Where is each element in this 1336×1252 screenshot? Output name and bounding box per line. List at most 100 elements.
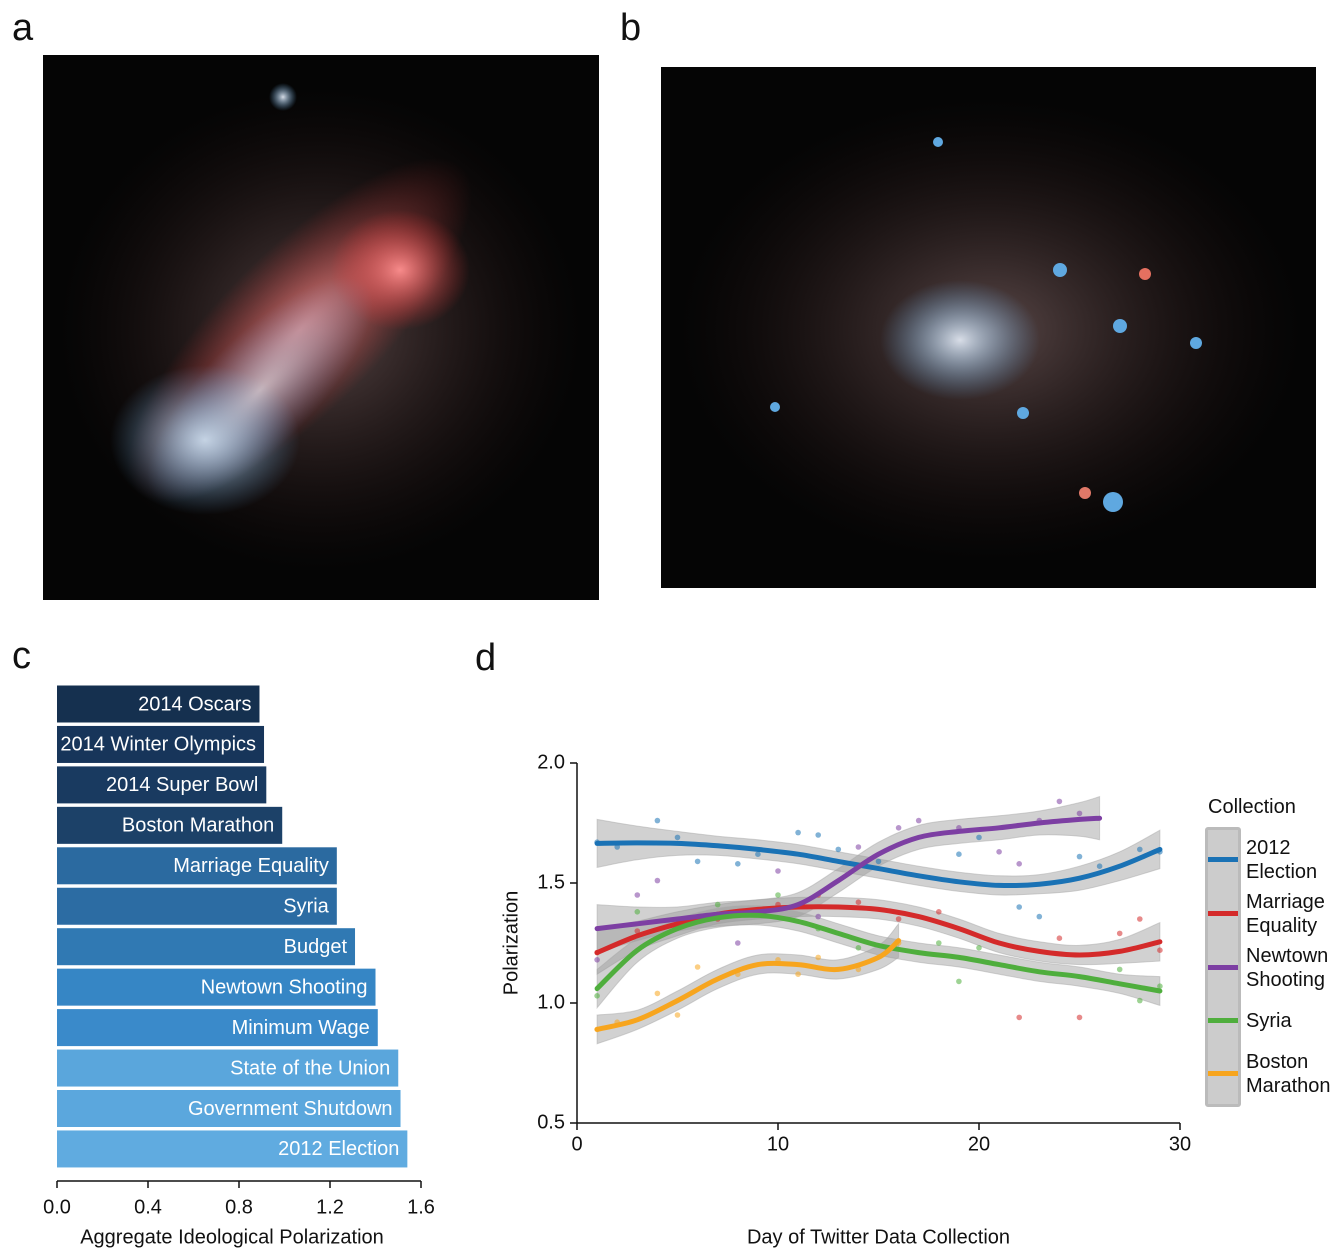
data-point bbox=[1137, 997, 1143, 1004]
legend-swatch bbox=[1208, 837, 1238, 883]
data-point bbox=[735, 861, 741, 867]
x-tick-label: 1.6 bbox=[407, 1196, 435, 1218]
x-tick-label: 10 bbox=[767, 1133, 789, 1155]
data-point bbox=[956, 851, 962, 857]
network-image-b bbox=[661, 67, 1316, 588]
data-point bbox=[1076, 1014, 1083, 1021]
data-point bbox=[855, 899, 862, 905]
data-point bbox=[1116, 966, 1123, 973]
legend-label: Newtown Shooting bbox=[1246, 945, 1329, 991]
data-point bbox=[956, 978, 962, 985]
x-tick-label: 0.0 bbox=[43, 1196, 71, 1218]
y-axis-label: Polarization bbox=[500, 891, 522, 996]
bar bbox=[57, 725, 265, 763]
legend-swatch bbox=[1208, 945, 1238, 991]
x-tick-label: 20 bbox=[968, 1133, 990, 1155]
bar-label: State of the Union bbox=[230, 1057, 390, 1079]
panel-label: b bbox=[620, 7, 641, 49]
legend-entry: Syria bbox=[1208, 998, 1336, 1044]
data-point bbox=[694, 964, 701, 970]
data-point bbox=[594, 957, 600, 963]
data-point bbox=[654, 817, 661, 824]
data-point bbox=[775, 868, 781, 874]
panel-label: c bbox=[12, 635, 31, 677]
data-point bbox=[674, 834, 681, 841]
confidence-band bbox=[596, 922, 900, 1045]
bar bbox=[57, 1130, 408, 1168]
data-point bbox=[634, 928, 641, 934]
network-image-a bbox=[43, 55, 599, 600]
legend-box: 2012 Election Marriage Equality Newtown Sh… bbox=[1205, 827, 1331, 1107]
bar-label: 2014 Oscars bbox=[138, 693, 251, 715]
data-point bbox=[1076, 810, 1083, 817]
data-point bbox=[1056, 935, 1063, 941]
x-axis-label: Aggregate Ideological Polarization bbox=[80, 1226, 384, 1248]
trend-line bbox=[594, 904, 1163, 958]
bar bbox=[57, 806, 283, 844]
data-point bbox=[594, 993, 600, 999]
legend-label: Marriage Equality bbox=[1246, 891, 1325, 937]
bar bbox=[57, 887, 337, 925]
bar-label: Boston Marathon bbox=[122, 815, 274, 837]
legend-label: 2012 Election bbox=[1246, 837, 1318, 883]
confidence-band bbox=[596, 818, 1161, 896]
data-point bbox=[1137, 916, 1143, 922]
y-tick-label: 2.0 bbox=[537, 751, 565, 773]
legend-entry: 2012 Election bbox=[1208, 836, 1336, 884]
data-point bbox=[1096, 863, 1103, 869]
data-point bbox=[1016, 904, 1022, 910]
bar bbox=[57, 685, 260, 723]
data-point bbox=[996, 849, 1002, 855]
bar bbox=[57, 1090, 401, 1127]
bar bbox=[57, 968, 376, 1006]
data-point bbox=[875, 858, 882, 865]
trend-line bbox=[594, 938, 902, 1032]
bar-label: 2012 Election bbox=[278, 1138, 399, 1160]
data-point bbox=[634, 892, 641, 898]
data-point bbox=[795, 829, 801, 836]
legend-swatch bbox=[1208, 891, 1238, 937]
legend: Collection 2012 Election Marriage Equality… bbox=[1205, 796, 1333, 1107]
data-point bbox=[1137, 846, 1143, 853]
x-tick-label: 30 bbox=[1169, 1133, 1191, 1155]
y-tick-label: 0.5 bbox=[537, 1111, 565, 1133]
legend-entry: Newtown Shooting bbox=[1208, 944, 1336, 992]
bar-label: Budget bbox=[284, 936, 348, 958]
data-point bbox=[1116, 930, 1123, 937]
data-point bbox=[815, 832, 821, 838]
bar-label: Minimum Wage bbox=[232, 1017, 370, 1039]
data-point bbox=[976, 834, 982, 841]
trend-line bbox=[594, 815, 1103, 932]
bar-label: 2014 Winter Olympics bbox=[60, 734, 256, 756]
data-point bbox=[654, 990, 661, 997]
legend-label: Boston Marathon bbox=[1246, 1051, 1331, 1097]
bar bbox=[57, 1049, 399, 1087]
y-tick-label: 1.0 bbox=[537, 991, 565, 1013]
panel-label: a bbox=[12, 7, 34, 49]
data-point bbox=[1016, 861, 1022, 867]
data-point bbox=[895, 916, 902, 922]
trend-line bbox=[594, 912, 1163, 994]
bar bbox=[57, 766, 267, 804]
x-axis-label: Day of Twitter Data Collection bbox=[747, 1226, 1010, 1248]
data-point bbox=[855, 844, 862, 850]
x-tick-label: 0 bbox=[571, 1133, 582, 1155]
data-point bbox=[1016, 1014, 1022, 1021]
data-point bbox=[915, 817, 922, 824]
data-point bbox=[1157, 983, 1163, 989]
data-point bbox=[775, 892, 781, 898]
data-point bbox=[634, 909, 641, 915]
data-point bbox=[855, 945, 862, 951]
data-point bbox=[835, 846, 842, 853]
data-point bbox=[1036, 913, 1043, 920]
data-point bbox=[654, 877, 661, 884]
data-point bbox=[936, 909, 942, 915]
bar bbox=[57, 847, 337, 885]
data-point bbox=[735, 940, 741, 946]
legend-title: Collection bbox=[1208, 796, 1296, 818]
data-point bbox=[1076, 853, 1083, 860]
bar-label: Government Shutdown bbox=[188, 1098, 393, 1120]
legend-swatch bbox=[1208, 1051, 1238, 1097]
